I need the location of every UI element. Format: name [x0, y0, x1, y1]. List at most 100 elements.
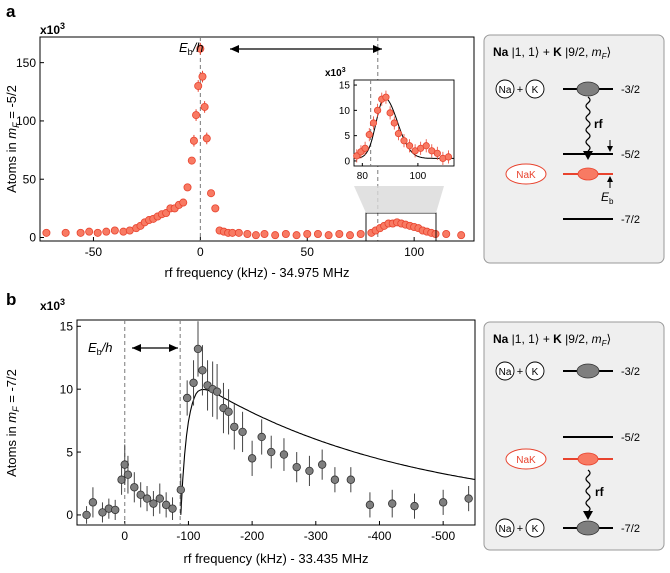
panel-a: a x103 0 50 100 150 -50 0 50 100 Eb/h x103 0 5 1… [4, 2, 475, 280]
panel-b-data-point [198, 366, 207, 375]
diagram-a-na-atom [495, 79, 515, 99]
panel-a-inset-data-point [369, 119, 378, 127]
diagram-b-plus-top: + [517, 366, 523, 378]
panel-b-data-point [176, 485, 185, 494]
diagram-b-molecule-label: NaK [516, 455, 536, 466]
panel-a-data-point [42, 228, 51, 237]
panel-b-eb-label: Eb/h [88, 340, 113, 357]
panel-a-data-points [42, 42, 466, 240]
panel-b-data-point [279, 450, 289, 459]
panel-a-inset-x-tick-label: 80 [357, 171, 369, 182]
panel-a-data-point [189, 136, 198, 145]
diagram-b-k-label-bottom: K [532, 524, 539, 535]
diagram-a-molecule-state-marker [577, 167, 599, 181]
diagram-a-level-top-label: -3/2 [621, 84, 640, 96]
panel-a-reference-lines [199, 37, 379, 241]
panel-a-eb-arrowhead-left [230, 45, 239, 53]
diagram-b-na-label-bottom: Na [499, 524, 512, 535]
panel-a-zoom-connector [354, 186, 444, 213]
diagram-b-level-mid-label: -5/2 [621, 432, 640, 444]
panel-a-y-tick-label: 0 [29, 231, 36, 245]
panel-b-x-tick-label: -500 [431, 529, 455, 543]
panel-a-inset-data-point [405, 142, 414, 150]
panel-b-data-point [464, 494, 473, 503]
panel-b-eb-arrowhead-left [132, 344, 141, 352]
panel-a-inset-data-point [433, 149, 441, 157]
panel-a-axes-frame [39, 36, 475, 242]
panel-b-x-ticks: 0 -100 -200 -300 -400 -500 [121, 521, 455, 543]
diagram-b-rf-label: rf [595, 485, 605, 499]
panel-b-label: b [6, 290, 16, 309]
panel-a-inset: x103 0 5 10 15 80 100 [325, 67, 455, 182]
diagram-a-na-label: Na [499, 85, 512, 96]
panel-b-x-tick-label: -100 [176, 529, 200, 543]
diagram-b-atom-pair-top: Na + K [495, 361, 545, 381]
panel-b-data-point [189, 378, 198, 388]
panel-a-x-tick-label: 100 [404, 245, 424, 259]
panel-a-data-point [292, 231, 301, 240]
panel-b-data-point [136, 490, 145, 500]
panel-a-data-point [234, 228, 243, 237]
panel-b-data-point [161, 500, 171, 510]
panel-a-inset-y-tick-label: 15 [339, 81, 351, 92]
panel-a-x-axis-label: rf frequency (kHz) - 34.975 MHz [165, 265, 350, 280]
panel-a-eb-arrowhead-right [373, 45, 382, 53]
diagram-a-atom-state-marker [576, 81, 600, 97]
panel-a-data-point [356, 230, 365, 239]
panel-b-reference-lines [124, 320, 181, 525]
panel-b-fit-line [180, 388, 476, 515]
panel-a-data-point [281, 230, 290, 239]
panel-a-data-point [183, 183, 192, 192]
panel-a-data-point [303, 230, 312, 239]
panel-a-inset-data-point [386, 109, 394, 117]
panel-b-data-point [346, 475, 356, 484]
panel-b-data-point [98, 508, 107, 517]
panel-a-data-point [102, 227, 111, 236]
diagram-a-plus: + [517, 84, 523, 96]
panel-a-y-tick-label: 50 [23, 172, 37, 186]
panel-a-data-point [431, 230, 440, 239]
panel-a-data-point [200, 102, 209, 111]
panel-b-y-tick-label: 5 [66, 445, 73, 459]
panel-a-x-ticks: -50 0 50 100 [85, 237, 424, 259]
panel-b-data-point [292, 462, 301, 472]
panel-a-inset-x-ticks: 80 100 [357, 163, 427, 182]
panel-a-eb-annotation: Eb/h [179, 40, 382, 57]
panel-a-multiplier: x103 [40, 21, 65, 37]
panel-b-data-point [168, 504, 177, 513]
panel-a-data-point [119, 227, 128, 236]
panel-b-data-point [257, 432, 266, 442]
panel-b-data-point [142, 494, 152, 503]
panel-a-data-point [335, 230, 344, 239]
diagram-b-atom-state-marker-top [576, 363, 600, 379]
panel-a-data-point [260, 230, 269, 239]
panel-a-inset-data-point [422, 142, 430, 150]
diagram-a-eb-arrowhead-top [607, 146, 613, 152]
panel-a-data-point [457, 231, 466, 240]
diagram-b-k-label-top: K [532, 367, 539, 378]
diagram-a-title: Na |1, 1⟩ + K |9/2, mF⟩ [493, 45, 611, 61]
panel-b-data-point [317, 460, 327, 469]
panel-b-data-point [230, 422, 239, 432]
panel-a-inset-data-point [382, 93, 390, 101]
panel-a-data-point [243, 230, 252, 239]
panel-b-data-point [330, 475, 340, 484]
panel-a-data-point [192, 111, 201, 120]
panel-b-data-point [305, 466, 314, 476]
panel-b-data-point [365, 500, 375, 510]
panel-a-label: a [6, 2, 16, 21]
panel-a-data-point [85, 227, 94, 236]
panel-a-y-axis-label: Atoms in mF = -5/2 [4, 85, 21, 193]
panel-b-y-ticks: 0 5 10 15 [60, 319, 81, 522]
panel-b-data-point [438, 498, 448, 507]
panel-b-data-point [88, 498, 98, 507]
panel-a-inset-multiplier: x103 [325, 67, 346, 79]
diagram-b-atom-pair-bottom: Na + K [495, 518, 545, 538]
panel-b-data-point [82, 510, 91, 520]
panel-a-data-point [271, 231, 280, 240]
panel-a-data-point [251, 231, 260, 240]
diagram-a-rf-label: rf [594, 117, 604, 131]
panel-a-data-point [442, 230, 451, 239]
diagram-a: Na |1, 1⟩ + K |9/2, mF⟩ Na + K -3/2 rf -… [483, 34, 665, 264]
